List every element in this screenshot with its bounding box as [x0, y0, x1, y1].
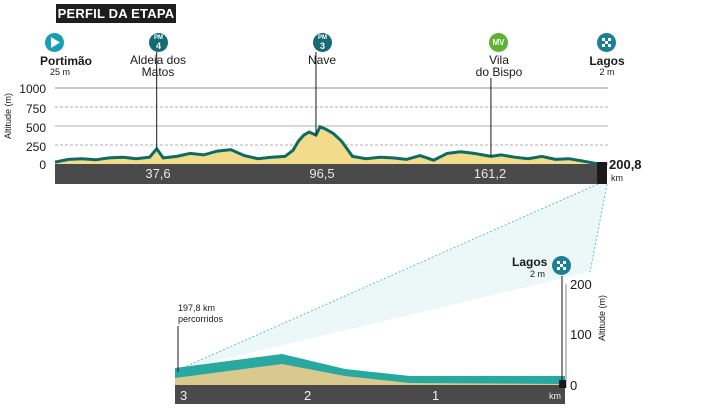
zoom-finish-altitude: 2 m	[530, 269, 546, 279]
y-tick-label: 500	[25, 121, 46, 135]
climb-category-3-icon: PM 3	[313, 33, 332, 52]
y-tick-label: 750	[25, 102, 46, 116]
y-tick-label: 250	[25, 140, 46, 154]
zoom-guide-right	[589, 183, 608, 273]
waypoint-lagos: Lagos	[589, 54, 625, 68]
waypoint-vila-line2: do Bispo	[475, 65, 523, 79]
zoom-y-axis-label: Altitude (m)	[597, 294, 607, 341]
start-flag-icon	[45, 33, 64, 52]
zoom-guide-fill	[178, 184, 607, 370]
waypoint-nave: Nave	[307, 53, 336, 67]
page-title: PERFIL DA ETAPA	[56, 4, 176, 23]
waypoint-altitude: 25 m	[50, 67, 71, 77]
zoom-surface	[175, 354, 565, 384]
distance-unit: km	[611, 173, 623, 183]
km-tick-label: 161,2	[473, 166, 507, 181]
zoom-km-tick: 2	[304, 388, 312, 403]
zoom-km-unit: km	[549, 391, 561, 401]
zoom-y-tick: 0	[570, 378, 578, 393]
distance-covered-note: 197,8 km	[178, 303, 216, 313]
zoom-y-tick: 100	[570, 327, 592, 342]
finish-flag-icon	[552, 256, 571, 275]
zoom-km-tick: 3	[180, 388, 188, 403]
zoom-finish-name: Lagos	[512, 255, 548, 269]
waypoint-portimao: Portimão	[40, 54, 93, 68]
road-band	[55, 164, 598, 184]
finish-flag-icon	[597, 33, 616, 52]
waypoint-vila-line1: Vila	[489, 53, 509, 67]
zoom-km-tick: 1	[432, 388, 440, 403]
sprint-marker-icon: MV	[489, 33, 508, 52]
distance-covered-note-line2: percorridos	[178, 314, 224, 324]
zoom-finish-post	[559, 380, 566, 388]
y-tick-label: 1000	[19, 82, 46, 96]
zoom-road-band	[175, 385, 565, 404]
km-tick-label: 37,6	[145, 166, 171, 181]
waypoint-aldeia-line1: Aldeia dos	[129, 53, 187, 67]
waypoint-altitude: 2 m	[599, 67, 615, 77]
km-tick-label: 96,5	[309, 166, 335, 181]
climb-category-4-icon: PM 4	[149, 33, 168, 52]
zoom-y-tick: 200	[570, 277, 592, 292]
zoom-guide-left	[177, 183, 599, 371]
total-distance: 200,8	[609, 157, 642, 172]
finish-post	[597, 162, 607, 184]
y-tick-label: 0	[39, 158, 46, 172]
waypoint-aldeia-line2: Matos	[141, 65, 175, 79]
